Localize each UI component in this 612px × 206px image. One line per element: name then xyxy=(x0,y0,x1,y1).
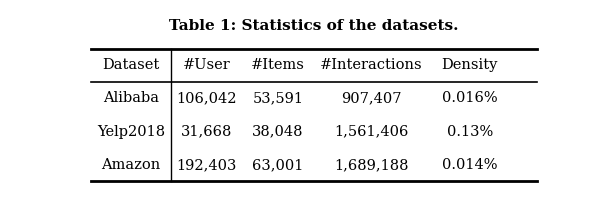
Text: Table 1: Statistics of the datasets.: Table 1: Statistics of the datasets. xyxy=(169,19,458,33)
Text: #User: #User xyxy=(183,58,231,72)
Text: Dataset: Dataset xyxy=(102,58,160,72)
Text: 1,561,406: 1,561,406 xyxy=(334,125,409,139)
Text: 53,591: 53,591 xyxy=(253,91,304,105)
Text: Alibaba: Alibaba xyxy=(103,91,159,105)
Text: #Items: #Items xyxy=(251,58,305,72)
Text: 31,668: 31,668 xyxy=(181,125,233,139)
Text: 907,407: 907,407 xyxy=(341,91,402,105)
Text: 38,048: 38,048 xyxy=(252,125,304,139)
Text: 63,001: 63,001 xyxy=(252,158,304,172)
Text: Yelp2018: Yelp2018 xyxy=(97,125,165,139)
Text: #Interactions: #Interactions xyxy=(320,58,423,72)
Text: Amazon: Amazon xyxy=(101,158,160,172)
Text: Density: Density xyxy=(441,58,498,72)
Text: 106,042: 106,042 xyxy=(176,91,237,105)
Text: 1,689,188: 1,689,188 xyxy=(334,158,409,172)
Text: 0.014%: 0.014% xyxy=(442,158,498,172)
Text: 0.13%: 0.13% xyxy=(447,125,493,139)
Text: 192,403: 192,403 xyxy=(176,158,237,172)
Text: 0.016%: 0.016% xyxy=(442,91,498,105)
